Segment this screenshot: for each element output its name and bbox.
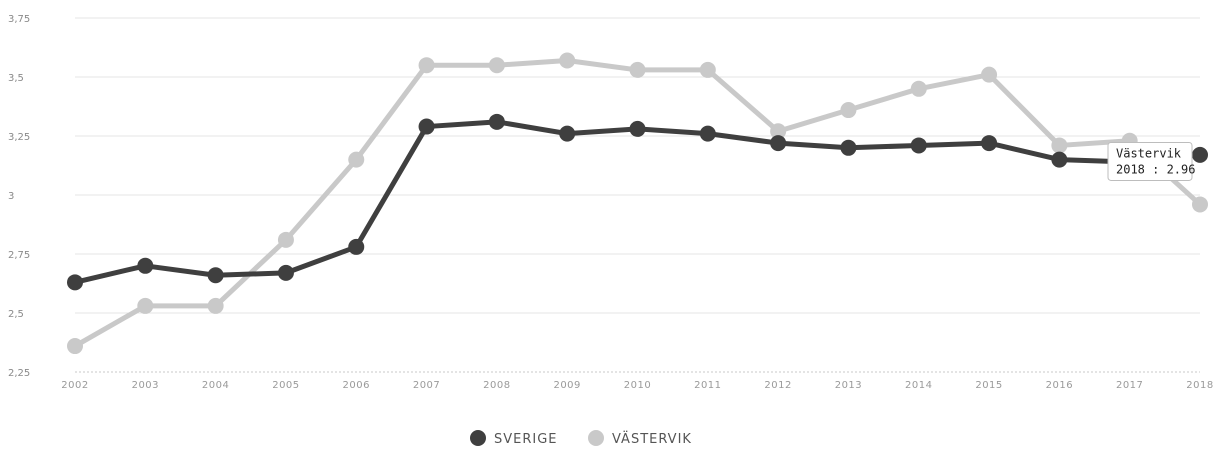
data-point[interactable] bbox=[699, 125, 716, 142]
data-point[interactable] bbox=[207, 267, 224, 284]
data-point[interactable] bbox=[348, 151, 365, 168]
data-point[interactable] bbox=[277, 264, 294, 281]
x-tick-label: 2012 bbox=[764, 380, 791, 391]
y-tick-label: 2,75 bbox=[8, 250, 30, 261]
data-point[interactable] bbox=[910, 80, 927, 97]
x-tick-label: 2017 bbox=[1116, 380, 1143, 391]
x-tick-label: 2010 bbox=[624, 380, 651, 391]
data-point[interactable] bbox=[418, 118, 435, 135]
data-point[interactable] bbox=[629, 120, 646, 137]
x-tick-label: 2008 bbox=[483, 380, 510, 391]
y-tick-label: 2,25 bbox=[8, 368, 30, 379]
y-tick-label: 2,5 bbox=[8, 309, 24, 320]
data-point[interactable] bbox=[559, 125, 576, 142]
data-point[interactable] bbox=[348, 238, 365, 255]
y-axis-ticks: 2,25 2,5 2,75 3 3,25 3,5 3,75 bbox=[8, 14, 30, 379]
x-tick-label: 2014 bbox=[905, 380, 932, 391]
legend-item-vastervik[interactable]: VÄSTERVIK bbox=[588, 430, 692, 447]
tooltip-value: 2018 : 2.96 bbox=[1116, 162, 1195, 176]
data-point[interactable] bbox=[277, 231, 294, 248]
x-tick-label: 2005 bbox=[272, 380, 299, 391]
legend-label: SVERIGE bbox=[494, 432, 558, 447]
data-point[interactable] bbox=[699, 61, 716, 78]
legend-swatch bbox=[470, 430, 486, 446]
tooltip-box bbox=[1107, 141, 1193, 181]
data-point[interactable] bbox=[207, 297, 224, 314]
x-tick-label: 2003 bbox=[132, 380, 159, 391]
legend-label: VÄSTERVIK bbox=[612, 431, 692, 447]
data-point[interactable] bbox=[1192, 146, 1208, 163]
x-tick-label: 2016 bbox=[1046, 380, 1073, 391]
data-point[interactable] bbox=[910, 137, 927, 154]
x-tick-label: 2007 bbox=[413, 380, 440, 391]
legend: SVERIGE VÄSTERVIK bbox=[470, 430, 692, 447]
data-point[interactable] bbox=[1051, 137, 1068, 154]
data-point[interactable] bbox=[137, 257, 154, 274]
data-point[interactable] bbox=[488, 113, 505, 130]
data-point[interactable] bbox=[559, 52, 576, 69]
data-point[interactable] bbox=[418, 57, 435, 74]
x-axis-ticks: 2002 2003 2004 2005 2006 2007 2008 2009 2010 2011… bbox=[61, 380, 1213, 391]
gridlines bbox=[75, 17, 1200, 373]
data-point[interactable] bbox=[67, 274, 83, 291]
data-point[interactable] bbox=[1192, 196, 1208, 213]
data-point[interactable] bbox=[981, 66, 998, 83]
series-vastervik bbox=[67, 52, 1208, 355]
series-line bbox=[72, 57, 1203, 349]
legend-swatch bbox=[588, 430, 604, 446]
series-sverige bbox=[67, 113, 1208, 291]
tooltip: Västervik 2018 : 2.96 bbox=[1107, 141, 1195, 181]
data-point[interactable] bbox=[629, 61, 646, 78]
x-tick-label: 2004 bbox=[202, 380, 229, 391]
data-point[interactable] bbox=[67, 338, 83, 355]
legend-item-sverige[interactable]: SVERIGE bbox=[470, 430, 558, 447]
data-point[interactable] bbox=[770, 123, 787, 140]
x-tick-label: 2009 bbox=[553, 380, 580, 391]
data-point[interactable] bbox=[840, 139, 857, 156]
series-layer bbox=[67, 52, 1208, 355]
x-tick-label: 2011 bbox=[694, 380, 721, 391]
data-point[interactable] bbox=[770, 135, 787, 152]
x-tick-label: 2002 bbox=[61, 380, 88, 391]
y-tick-label: 3,5 bbox=[8, 73, 24, 84]
x-tick-label: 2015 bbox=[975, 380, 1002, 391]
series-line bbox=[72, 119, 1203, 285]
x-tick-label: 2018 bbox=[1186, 380, 1213, 391]
data-point[interactable] bbox=[981, 135, 998, 152]
y-tick-label: 3,25 bbox=[8, 132, 30, 143]
data-point[interactable] bbox=[137, 297, 154, 314]
x-tick-label: 2006 bbox=[343, 380, 370, 391]
y-tick-label: 3,75 bbox=[8, 14, 30, 25]
y-tick-label: 3 bbox=[8, 191, 14, 202]
data-point[interactable] bbox=[1051, 151, 1068, 168]
x-tick-label: 2013 bbox=[835, 380, 862, 391]
tooltip-series: Västervik bbox=[1116, 146, 1182, 160]
data-point[interactable] bbox=[840, 102, 857, 119]
data-point[interactable] bbox=[488, 57, 505, 74]
